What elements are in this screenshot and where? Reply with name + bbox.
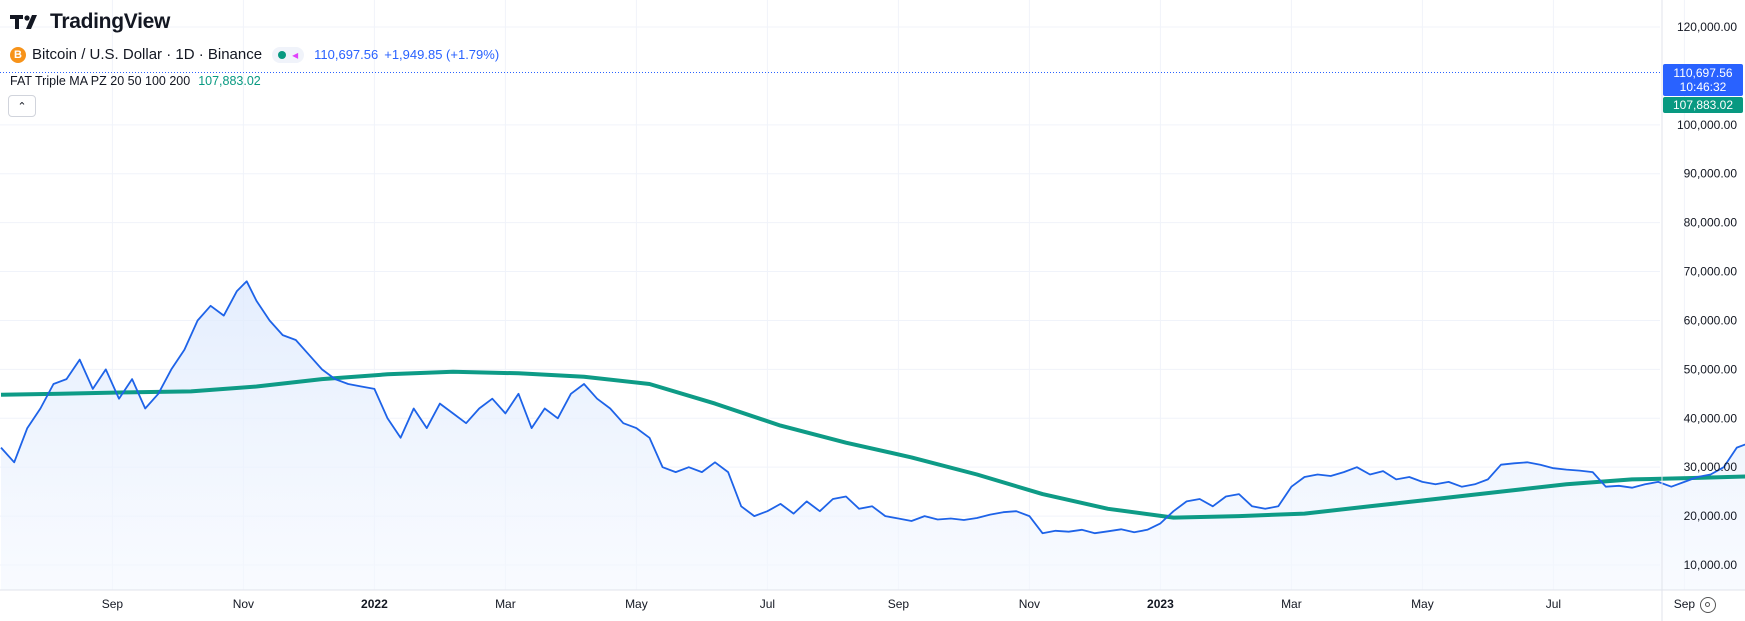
price-badge-bg bbox=[1663, 64, 1743, 96]
x-tick-label: 2023 bbox=[1147, 597, 1174, 611]
y-tick-label: 10,000.00 bbox=[1684, 558, 1738, 572]
symbol-info: B Bitcoin / U.S. Dollar · 1D · Binance ◂… bbox=[10, 46, 503, 63]
y-tick-label: 30,000.00 bbox=[1684, 460, 1738, 474]
last-price-badge: 110,697.56 bbox=[1673, 66, 1732, 80]
ma-value-badge: 107,883.02 bbox=[1673, 98, 1733, 112]
x-tick-label: Jul bbox=[1546, 597, 1561, 611]
price-scale-badges: 110,697.56 10:46:32 107,883.02 bbox=[1663, 64, 1743, 113]
symbol-title[interactable]: Bitcoin / U.S. Dollar · 1D · Binance bbox=[32, 46, 263, 63]
market-status[interactable]: ◂ bbox=[272, 46, 305, 63]
ma-badge-bg bbox=[1663, 97, 1743, 113]
y-tick-label: 70,000.00 bbox=[1684, 265, 1738, 279]
settings-icon[interactable] bbox=[1700, 597, 1716, 613]
price-area-fill bbox=[1, 281, 1745, 590]
price-change: +1,949.85 (+1.79%) bbox=[384, 47, 500, 62]
y-tick-label: 50,000.00 bbox=[1684, 362, 1738, 376]
x-tick-label: Nov bbox=[233, 597, 254, 611]
y-tick-label: 90,000.00 bbox=[1684, 167, 1738, 181]
header: TradingView bbox=[10, 10, 170, 34]
y-tick-label: 100,000.00 bbox=[1677, 118, 1737, 132]
bar-countdown-badge: 10:46:32 bbox=[1680, 80, 1727, 94]
indicator-legend[interactable]: FAT Triple MA PZ 20 50 100 200 107,883.0… bbox=[10, 74, 261, 88]
x-tick-label: Sep bbox=[888, 597, 910, 611]
market-open-icon bbox=[278, 50, 287, 59]
moving-average-line bbox=[0, 369, 1745, 520]
y-tick-label: 20,000.00 bbox=[1684, 509, 1738, 523]
x-tick-label: Nov bbox=[1019, 597, 1040, 611]
share-icon: ◂ bbox=[292, 47, 299, 62]
tradingview-logo-icon bbox=[10, 15, 37, 29]
chart-lines bbox=[0, 72, 1745, 535]
collapse-legend-button[interactable]: ⌃ bbox=[8, 95, 36, 117]
last-price: 110,697.56 bbox=[314, 47, 379, 62]
y-tick-label: 60,000.00 bbox=[1684, 313, 1738, 327]
x-tick-label: 2022 bbox=[361, 597, 388, 611]
price-line bbox=[0, 280, 1745, 535]
brand-logo[interactable]: TradingView bbox=[10, 10, 170, 34]
x-tick-label: Jul bbox=[760, 597, 775, 611]
y-tick-label: 80,000.00 bbox=[1684, 216, 1738, 230]
x-tick-label: Sep bbox=[1674, 597, 1696, 611]
brand-name: TradingView bbox=[50, 10, 171, 33]
x-tick-label: May bbox=[625, 597, 648, 611]
x-tick-label: Mar bbox=[495, 597, 516, 611]
bitcoin-icon: B bbox=[10, 46, 26, 63]
indicator-value: 107,883.02 bbox=[198, 74, 261, 88]
y-tick-label: 40,000.00 bbox=[1684, 411, 1738, 425]
price-area bbox=[1, 281, 1745, 590]
y-tick-label: 120,000.00 bbox=[1677, 20, 1737, 34]
x-tick-label: May bbox=[1411, 597, 1434, 611]
x-tick-label: Mar bbox=[1281, 597, 1302, 611]
indicator-name: FAT Triple MA PZ 20 50 100 200 bbox=[10, 74, 191, 88]
x-tick-label: Sep bbox=[102, 597, 124, 611]
